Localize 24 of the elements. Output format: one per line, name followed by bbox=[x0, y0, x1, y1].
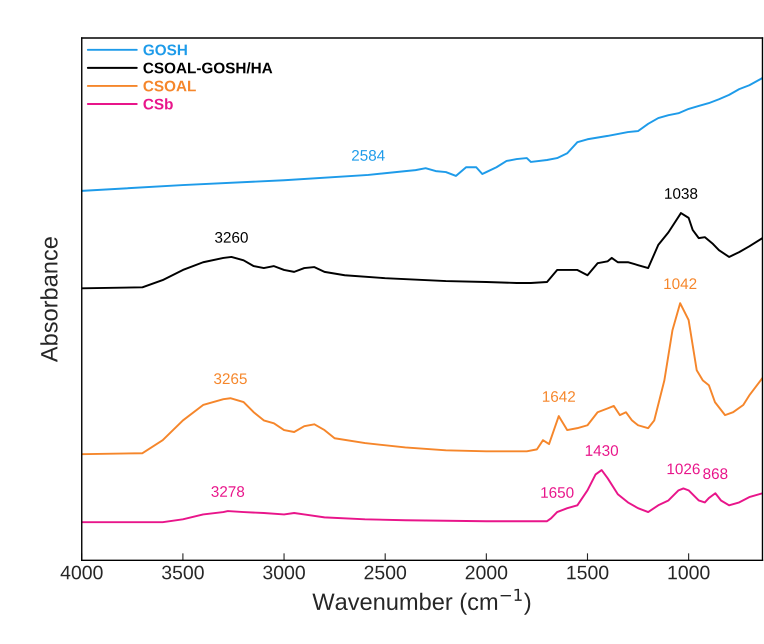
legend-label: GOSH bbox=[143, 44, 187, 56]
x-tick-label: 3000 bbox=[263, 566, 305, 580]
annotation: 1026 bbox=[668, 463, 700, 474]
annotation: 3278 bbox=[211, 486, 244, 497]
legend-label: CSOAL bbox=[143, 80, 196, 92]
x-tick-label: 4000 bbox=[60, 566, 103, 580]
annotation: 3265 bbox=[214, 373, 247, 384]
annotation: 2584 bbox=[352, 150, 385, 161]
annotation: 1042 bbox=[664, 278, 696, 290]
x-tick-label: 1000 bbox=[668, 566, 710, 580]
annotation: 1642 bbox=[542, 391, 575, 402]
legend-label: CSOAL-GOSH/HA bbox=[143, 62, 272, 74]
x-tick-label: 1500 bbox=[567, 566, 608, 580]
annotation: 1650 bbox=[541, 487, 574, 498]
annotation: 1430 bbox=[586, 445, 618, 456]
x-axis-title: Wavenumber (cm$^{−1}$) bbox=[312, 588, 530, 615]
annotation: 3260 bbox=[215, 232, 248, 243]
annotation: 1038 bbox=[665, 188, 698, 199]
annotation: 868 bbox=[703, 468, 728, 480]
y-axis-title: Absorbance bbox=[40, 237, 58, 362]
x-tick-label: 3500 bbox=[162, 566, 204, 580]
legend-label: CSb bbox=[143, 98, 173, 110]
x-tick-label: 2500 bbox=[364, 566, 406, 580]
x-tick-label: 2000 bbox=[466, 566, 508, 580]
